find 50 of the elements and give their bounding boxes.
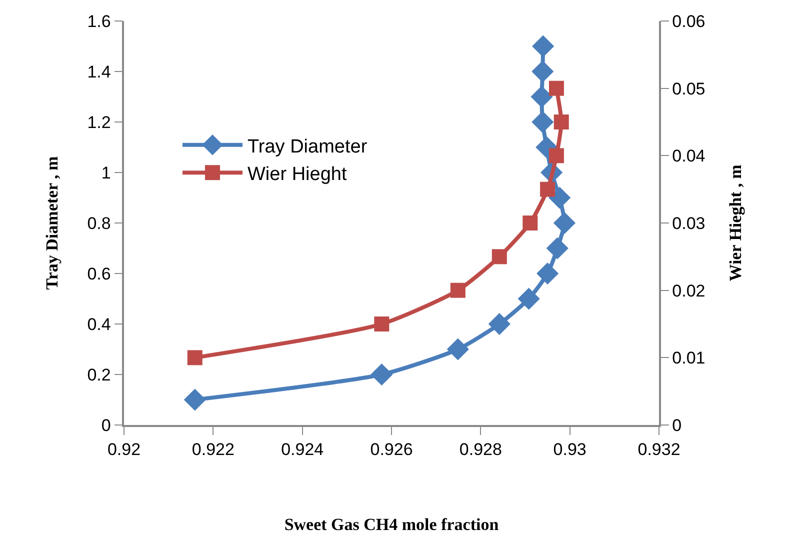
point — [450, 282, 466, 298]
y-tick-label: 1.4 — [87, 62, 111, 82]
y2-tick-label: 0.01 — [672, 348, 706, 368]
y2-tick-label: 0.02 — [672, 281, 706, 300]
x-tick-label: 0.92 — [107, 440, 141, 460]
point — [548, 148, 564, 164]
point — [184, 388, 206, 411]
point — [536, 262, 559, 285]
point — [548, 186, 571, 209]
point — [548, 80, 564, 96]
point — [370, 363, 393, 386]
point — [532, 110, 554, 134]
x-tick-label: 0.928 — [459, 440, 502, 460]
point — [374, 316, 390, 332]
y-tick-label: 0.8 — [87, 214, 111, 233]
point — [540, 182, 556, 197]
x-tick-label: 0.926 — [370, 440, 413, 460]
point — [518, 288, 540, 310]
x-axis-title: Sweet Gas CH4 mole fraction — [284, 515, 500, 534]
point — [554, 114, 569, 130]
point — [553, 212, 576, 234]
point — [492, 249, 507, 264]
point — [532, 60, 554, 83]
point — [488, 312, 510, 336]
point — [532, 35, 554, 58]
y2-tick-label: 0.06 — [672, 12, 706, 31]
x-tick-label: 0.922 — [192, 440, 234, 460]
point — [546, 237, 568, 260]
y-tick-label: 0.4 — [87, 314, 111, 334]
y2-tick-label: 0.04 — [672, 146, 706, 166]
y2-tick-label: 0 — [672, 416, 682, 435]
y-tick-label: 1.6 — [87, 12, 111, 31]
legend-label: Wier Hieght — [248, 164, 348, 185]
y-tick-label: 1 — [101, 163, 111, 182]
point — [187, 350, 202, 366]
legend-label: Tray Diameter — [248, 136, 368, 158]
x-tick-label: 0.924 — [281, 440, 324, 460]
x-tick-label: 0.932 — [638, 440, 680, 460]
y-tick-label: 1.2 — [87, 112, 111, 132]
y-tick-label: 0.2 — [87, 365, 111, 384]
y2-tick-label: 0.03 — [672, 214, 706, 233]
y-tick-label: 0 — [101, 416, 111, 435]
point — [530, 86, 553, 108]
y-tick-label: 0.6 — [87, 264, 111, 284]
y-axis-title: Tray Diameter , m — [42, 156, 62, 290]
point — [446, 338, 469, 360]
y2-tick-label: 0.05 — [672, 79, 706, 98]
point — [522, 216, 538, 230]
x-tick-label: 0.93 — [553, 440, 586, 460]
y2-axis-title: Wier Hieght , m — [726, 164, 746, 282]
